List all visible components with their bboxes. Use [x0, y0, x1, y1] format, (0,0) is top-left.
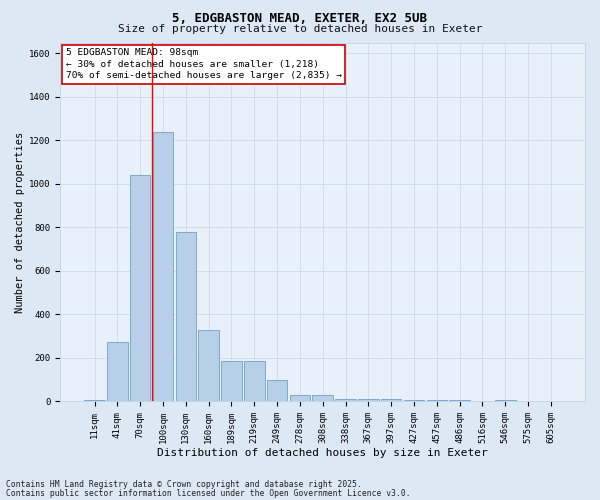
Text: 5 EDGBASTON MEAD: 98sqm
← 30% of detached houses are smaller (1,218)
70% of semi: 5 EDGBASTON MEAD: 98sqm ← 30% of detache… — [65, 48, 341, 80]
Text: Contains HM Land Registry data © Crown copyright and database right 2025.: Contains HM Land Registry data © Crown c… — [6, 480, 362, 489]
Bar — [244, 361, 265, 402]
Bar — [267, 380, 287, 402]
Bar — [427, 400, 447, 402]
Bar — [199, 330, 219, 402]
X-axis label: Distribution of detached houses by size in Exeter: Distribution of detached houses by size … — [157, 448, 488, 458]
Bar — [84, 400, 105, 402]
Bar — [221, 361, 242, 402]
Text: 5, EDGBASTON MEAD, EXETER, EX2 5UB: 5, EDGBASTON MEAD, EXETER, EX2 5UB — [173, 12, 427, 26]
Bar — [313, 395, 333, 402]
Bar — [358, 399, 379, 402]
Text: Contains public sector information licensed under the Open Government Licence v3: Contains public sector information licen… — [6, 488, 410, 498]
Bar — [130, 175, 151, 402]
Bar — [290, 395, 310, 402]
Bar — [176, 232, 196, 402]
Bar — [381, 399, 401, 402]
Y-axis label: Number of detached properties: Number of detached properties — [15, 132, 25, 312]
Bar — [335, 399, 356, 402]
Text: Size of property relative to detached houses in Exeter: Size of property relative to detached ho… — [118, 24, 482, 34]
Bar — [495, 400, 515, 402]
Bar — [107, 342, 128, 402]
Bar — [404, 400, 424, 402]
Bar — [449, 400, 470, 402]
Bar — [152, 132, 173, 402]
